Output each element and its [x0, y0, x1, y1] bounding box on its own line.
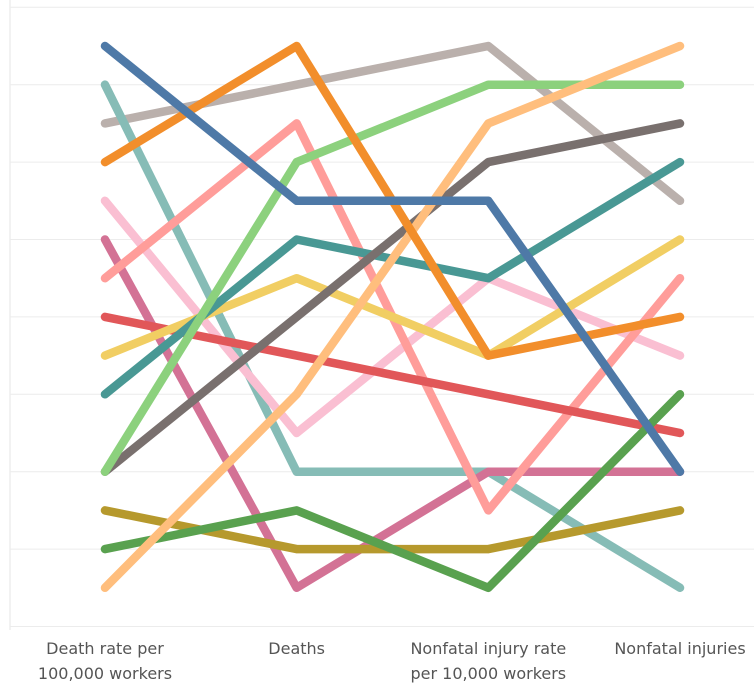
series-line [100, 41, 685, 593]
series-line [100, 312, 685, 438]
x-tick-label: Nonfatal injuries [614, 639, 746, 658]
series-line [100, 41, 685, 476]
x-tick-label: Deaths [268, 639, 326, 658]
lines [100, 41, 685, 593]
series-line [100, 235, 685, 593]
series-line [100, 390, 685, 593]
series-line [100, 119, 685, 476]
x-tick-label: Nonfatal injury rate per 10,000 workers [410, 639, 567, 683]
x-tick-label: Death rate per 100,000 workers [37, 639, 173, 683]
